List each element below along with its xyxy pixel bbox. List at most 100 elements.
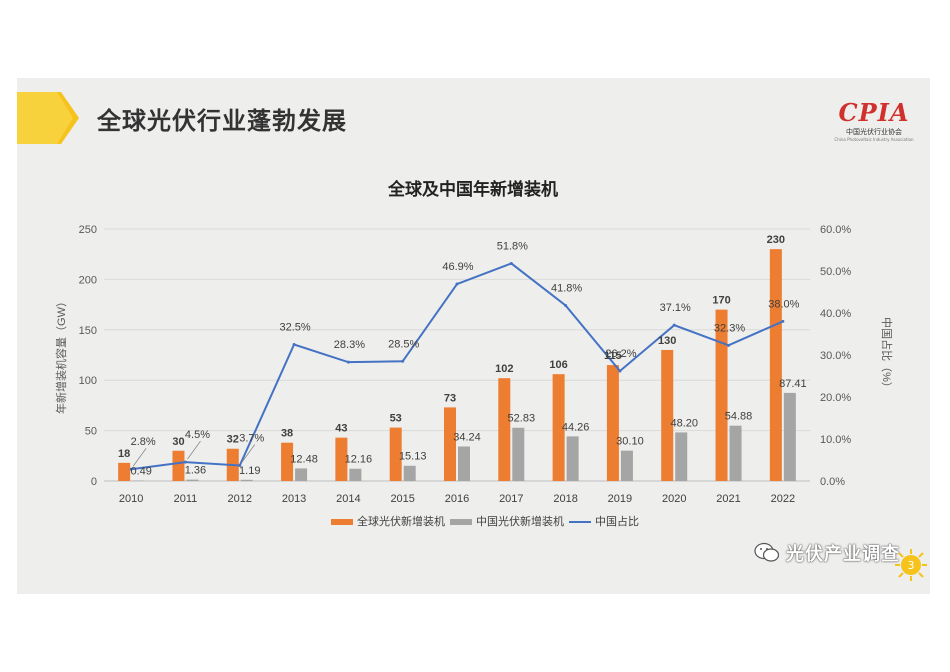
- china-value-label: 1.19: [239, 465, 260, 477]
- share-value-label: 46.9%: [442, 261, 473, 273]
- share-value-label: 3.7%: [239, 432, 264, 444]
- header-accent-tab: [17, 92, 79, 144]
- slide-header: 全球光伏行业蓬勃发展 CPIA 中国光伏行业协会 China Photovolt…: [17, 86, 930, 148]
- china-value-label: 1.36: [185, 465, 206, 477]
- share-value-label: 4.5%: [185, 429, 210, 441]
- install-chart: 全球及中国年新增装机 0 50 100 150 200 250 0.0% 10.0% 20.0% 3…: [54, 179, 894, 528]
- china-bar: [783, 392, 796, 481]
- y-axis-label: 年新增装机容量（GW）: [54, 296, 68, 414]
- y-tick-label: 150: [79, 325, 97, 337]
- global-value-label: 32: [227, 434, 239, 446]
- global-value-label: 106: [549, 359, 567, 371]
- share-value-label: 2.8%: [131, 436, 156, 448]
- cpia-logo: CPIA 中国光伏行业协会 China Photovoltaic Industr…: [828, 100, 920, 156]
- china-value-label: 15.13: [399, 451, 427, 463]
- global-bar: [715, 309, 728, 481]
- x-tick-label: 2011: [174, 493, 198, 505]
- china-share-point: [238, 463, 242, 467]
- china-share-point: [401, 359, 405, 363]
- share-value-label: 38.0%: [768, 298, 799, 310]
- china-value-label: 12.48: [290, 453, 318, 465]
- legend-label-global: 全球光伏新增装机: [357, 514, 445, 528]
- x-tick-label: 2013: [282, 493, 306, 505]
- china-share-point: [564, 303, 568, 307]
- y2-tick-label: 60.0%: [820, 224, 851, 236]
- share-value-label: 28.3%: [334, 339, 365, 351]
- y2-tick-label: 30.0%: [820, 350, 851, 362]
- global-bar: [281, 442, 294, 481]
- china-share-point: [292, 343, 296, 346]
- china-bar: [186, 479, 199, 481]
- chart-title: 全球及中国年新增装机: [387, 179, 558, 199]
- china-share-point: [618, 369, 622, 373]
- global-bar: [335, 437, 348, 481]
- global-bar: [769, 249, 782, 481]
- x-tick-label: 2018: [553, 493, 577, 505]
- share-value-label: 32.3%: [714, 322, 745, 334]
- y-tick-label: 200: [79, 274, 97, 286]
- x-tick-label: 2010: [119, 493, 143, 505]
- china-bar: [729, 425, 742, 481]
- logo-name: 中国光伏行业协会: [846, 128, 902, 136]
- legend-swatch-china: [450, 519, 472, 525]
- global-value-label: 18: [118, 448, 130, 460]
- china-value-label: 52.83: [508, 413, 536, 425]
- legend-swatch-global: [331, 519, 353, 525]
- x-tick-label: 2020: [662, 493, 686, 505]
- y2-axis-label: 中国占比（%）: [880, 317, 894, 393]
- x-tick-label: 2019: [608, 493, 632, 505]
- china-bar: [240, 479, 253, 481]
- china-value-label: 48.20: [670, 417, 698, 429]
- label-leader-line: [132, 448, 147, 467]
- china-bar: [349, 468, 362, 481]
- share-value-label: 51.8%: [497, 240, 528, 252]
- global-bar: [444, 407, 456, 481]
- x-tick-label: 2022: [771, 493, 795, 505]
- china-share-point: [346, 360, 350, 364]
- china-share-point: [455, 282, 459, 286]
- y-tick-label: 0: [91, 476, 97, 488]
- x-tick-label: 2021: [716, 493, 740, 505]
- share-value-label: 37.1%: [660, 302, 691, 314]
- global-bar: [552, 374, 565, 481]
- slide: 全球光伏行业蓬勃发展 CPIA 中国光伏行业协会 China Photovolt…: [17, 78, 930, 594]
- china-share-point: [727, 343, 731, 347]
- china-share-point: [183, 460, 187, 464]
- china-share-point: [509, 261, 513, 265]
- china-value-label: 34.24: [453, 431, 481, 443]
- global-value-label: 53: [390, 413, 402, 425]
- y2-tick-label: 0.0%: [820, 476, 845, 488]
- y2-tick-label: 20.0%: [820, 392, 851, 404]
- y-tick-label: 250: [79, 224, 97, 236]
- watermark-text: 光伏产业调查: [786, 544, 900, 565]
- china-share-point: [129, 467, 133, 471]
- china-value-label: 87.41: [779, 378, 807, 390]
- y2-tick-label: 10.0%: [820, 434, 851, 446]
- china-bar: [566, 436, 579, 481]
- logo-name-en: China Photovoltaic Industry Association: [834, 137, 914, 142]
- global-value-label: 30: [172, 436, 184, 448]
- wechat-icon: [754, 542, 780, 562]
- page-number: 3: [908, 559, 915, 572]
- global-value-label: 130: [658, 335, 676, 347]
- share-value-label: 32.5%: [279, 322, 310, 334]
- share-value-label: 28.5%: [388, 338, 419, 350]
- global-value-label: 115: [604, 350, 622, 362]
- y2-tick-label: 50.0%: [820, 266, 851, 278]
- china-bar: [403, 465, 416, 481]
- china-bar: [620, 450, 633, 481]
- china-value-label: 0.49: [130, 466, 151, 478]
- x-tick-label: 2016: [445, 493, 469, 505]
- china-share-point: [781, 319, 785, 323]
- y-tick-label: 50: [85, 426, 97, 438]
- china-value-label: 54.88: [725, 411, 753, 423]
- china-bar: [458, 446, 470, 481]
- china-value-label: 44.26: [562, 421, 590, 433]
- x-tick-label: 2017: [499, 493, 523, 505]
- global-bar: [498, 378, 511, 481]
- legend-label-china: 中国光伏新增装机: [476, 514, 564, 528]
- y-tick-label: 100: [79, 375, 97, 387]
- global-value-label: 73: [444, 392, 456, 404]
- logo-mark: CPIA: [838, 98, 910, 127]
- global-bar: [118, 462, 131, 481]
